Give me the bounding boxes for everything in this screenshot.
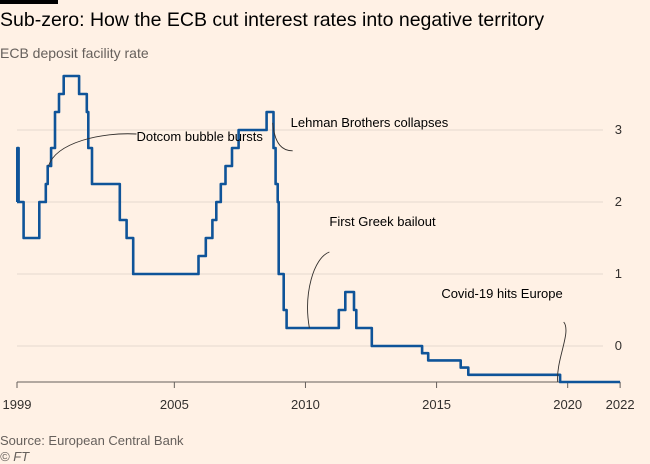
source-note: Source: European Central Bank bbox=[0, 433, 184, 448]
annotations: Dotcom bubble bursts Lehman Brothers coll… bbox=[48, 115, 567, 383]
x-tick-label: 2022 bbox=[606, 397, 635, 412]
annotation-greek-bailout-leader bbox=[307, 251, 330, 329]
series-line-deposit-rate bbox=[16, 74, 621, 384]
y-tick-label: 1 bbox=[615, 266, 622, 281]
annotation-dotcom-label: Dotcom bubble bursts bbox=[136, 129, 263, 144]
y-tick-label: 3 bbox=[615, 122, 622, 137]
x-tick-label: 2020 bbox=[553, 397, 582, 412]
x-axis: 1999 2005 2010 2015 2020 2022 bbox=[3, 381, 635, 412]
x-tick-label: 2005 bbox=[160, 397, 189, 412]
brand-bar bbox=[0, 0, 58, 4]
annotation-covid-label: Covid-19 hits Europe bbox=[441, 286, 562, 301]
line-chart: 0 1 2 3 1999 2005 2010 2015 2020 2022 Dotcom bub… bbox=[3, 74, 635, 412]
y-axis-ticks: 0 1 2 3 bbox=[615, 122, 622, 353]
x-tick-label: 2010 bbox=[291, 397, 320, 412]
annotation-covid-leader bbox=[557, 321, 567, 383]
y-tick-label: 0 bbox=[615, 338, 622, 353]
gridlines bbox=[17, 129, 603, 347]
series-layer bbox=[16, 74, 621, 384]
annotation-lehman-leader bbox=[272, 122, 293, 152]
annotation-lehman-label: Lehman Brothers collapses bbox=[291, 115, 449, 130]
chart-title: Sub-zero: How the ECB cut interest rates… bbox=[0, 9, 545, 31]
chart-subtitle: ECB deposit facility rate bbox=[0, 45, 149, 61]
annotation-greek-bailout-label: First Greek bailout bbox=[329, 214, 436, 229]
x-tick-label: 1999 bbox=[3, 397, 32, 412]
y-tick-label: 2 bbox=[615, 194, 622, 209]
x-tick-label: 2015 bbox=[422, 397, 451, 412]
ft-credit: © FT bbox=[0, 449, 30, 464]
annotation-dotcom-leader bbox=[48, 133, 137, 167]
